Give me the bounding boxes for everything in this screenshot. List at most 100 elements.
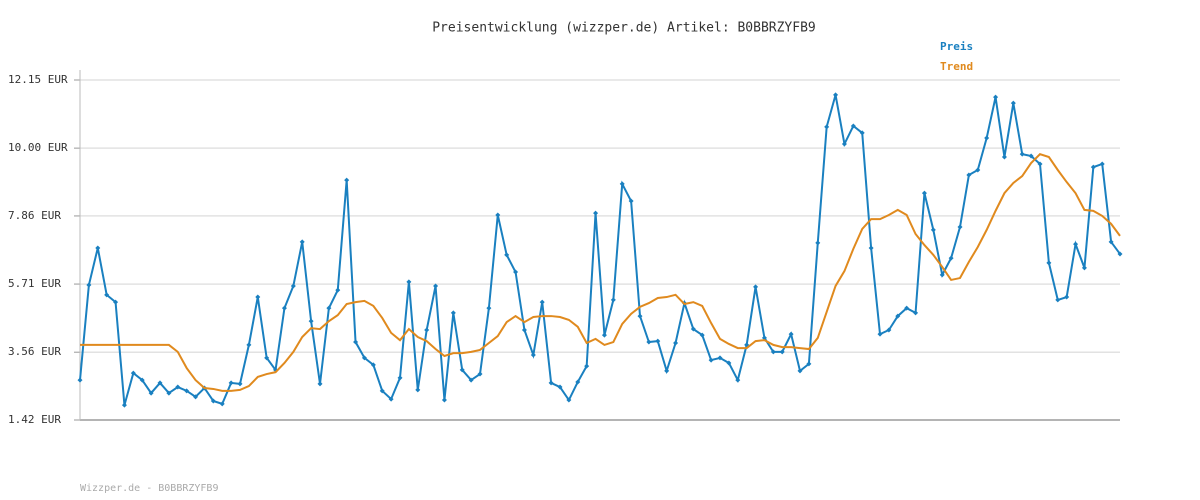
point [877,331,883,337]
point [1028,153,1034,159]
point [344,177,350,183]
point [886,327,892,333]
footer: Wizzper.de - B0BBRZYFB9 [80,483,218,494]
point [157,380,163,386]
point [210,398,216,404]
point [895,313,901,319]
point [353,339,359,345]
point [904,305,910,311]
y-tick-label: 7.86 EUR [8,209,61,222]
point [104,292,110,298]
point [495,212,501,218]
point [637,313,643,319]
point [868,245,874,251]
point [139,377,145,383]
point [290,283,296,289]
series-line [80,153,1121,392]
point [735,377,741,383]
chart-title: Preisentwicklung (wizzper.de) Artikel: B… [432,21,816,36]
point [95,245,101,251]
point [601,332,607,338]
point [726,360,732,366]
point [1037,161,1043,167]
point [1090,164,1096,170]
point [379,388,385,394]
point [415,387,421,393]
point [308,318,314,324]
point [121,402,127,408]
point [468,377,474,383]
point [459,367,465,373]
y-tick-label: 10.00 EUR [8,141,68,154]
y-tick-label: 12.15 EUR [8,73,68,86]
point [388,396,394,402]
point [610,297,616,303]
point [575,379,581,385]
point [477,371,483,377]
point [521,327,527,333]
point [975,167,981,173]
point [921,190,927,196]
point [113,299,119,305]
point [770,349,776,355]
point [557,384,563,390]
point [370,362,376,368]
point [86,282,92,288]
point [717,355,723,361]
point [708,357,714,363]
point [655,338,661,344]
point [993,94,999,100]
point [504,252,510,258]
point [1108,239,1114,245]
point [486,305,492,311]
point [1055,297,1061,303]
point [699,332,705,338]
point [984,135,990,141]
point [237,381,243,387]
point [673,340,679,346]
point [326,305,332,311]
legend-label: Trend [940,60,973,73]
point [424,327,430,333]
point [761,335,767,341]
point [397,375,403,381]
point [664,368,670,374]
point [441,397,447,403]
point [806,361,812,367]
point [317,381,323,387]
point [77,377,83,383]
point [619,181,625,187]
point [1001,154,1007,160]
point [450,310,456,316]
point [753,284,759,290]
point [948,255,954,261]
point [130,370,136,376]
series-line [79,94,1121,406]
point [850,123,856,129]
point [1081,265,1087,271]
point [859,130,865,136]
point [264,355,270,361]
point [939,272,945,278]
point [433,283,439,289]
point [513,269,519,275]
point [593,210,599,216]
point [1099,161,1105,167]
point [584,363,590,369]
point [148,390,154,396]
y-tick-label: 5.71 EUR [8,277,61,290]
point [566,397,572,403]
point [841,141,847,147]
point [966,172,972,178]
point [628,198,634,204]
point [539,299,545,305]
point [219,401,225,407]
point [193,394,199,400]
point [175,384,181,390]
point [1073,241,1079,247]
point [246,342,252,348]
point [228,380,234,386]
point [646,339,652,345]
